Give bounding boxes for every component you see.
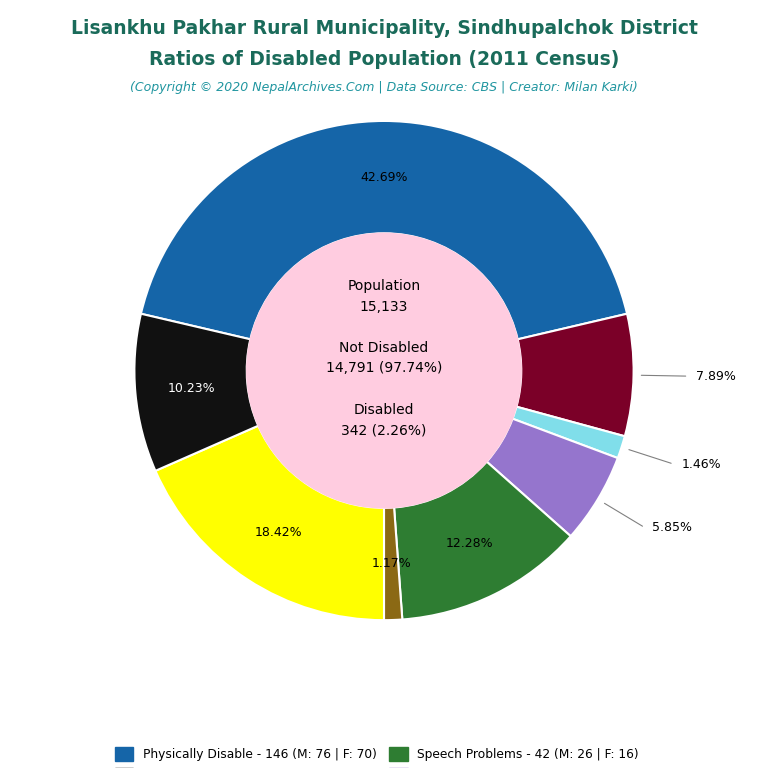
Text: 12.28%: 12.28% bbox=[446, 538, 494, 551]
Wedge shape bbox=[155, 425, 384, 620]
Text: 7.89%: 7.89% bbox=[696, 369, 736, 382]
Wedge shape bbox=[516, 314, 634, 436]
Text: (Copyright © 2020 NepalArchives.Com | Data Source: CBS | Creator: Milan Karki): (Copyright © 2020 NepalArchives.Com | Da… bbox=[130, 81, 638, 94]
Wedge shape bbox=[487, 419, 617, 536]
Text: 5.85%: 5.85% bbox=[652, 521, 693, 534]
Wedge shape bbox=[512, 407, 625, 458]
Text: Lisankhu Pakhar Rural Municipality, Sindhupalchok District: Lisankhu Pakhar Rural Municipality, Sind… bbox=[71, 19, 697, 38]
Circle shape bbox=[247, 233, 521, 508]
Wedge shape bbox=[134, 314, 258, 471]
Text: 42.69%: 42.69% bbox=[360, 170, 408, 184]
Legend: Physically Disable - 146 (M: 76 | F: 70), Blind Only - 35 (M: 17 | F: 18), Deaf : Physically Disable - 146 (M: 76 | F: 70)… bbox=[110, 742, 658, 768]
Wedge shape bbox=[384, 508, 402, 621]
Text: Population
15,133

Not Disabled
14,791 (97.74%)

Disabled
342 (2.26%): Population 15,133 Not Disabled 14,791 (9… bbox=[326, 279, 442, 437]
Text: 1.46%: 1.46% bbox=[681, 458, 721, 471]
Text: Ratios of Disabled Population (2011 Census): Ratios of Disabled Population (2011 Cens… bbox=[149, 50, 619, 69]
Wedge shape bbox=[141, 121, 627, 339]
Text: 10.23%: 10.23% bbox=[167, 382, 215, 395]
Text: 1.17%: 1.17% bbox=[371, 558, 411, 571]
Wedge shape bbox=[394, 462, 571, 620]
Text: 18.42%: 18.42% bbox=[254, 526, 302, 539]
